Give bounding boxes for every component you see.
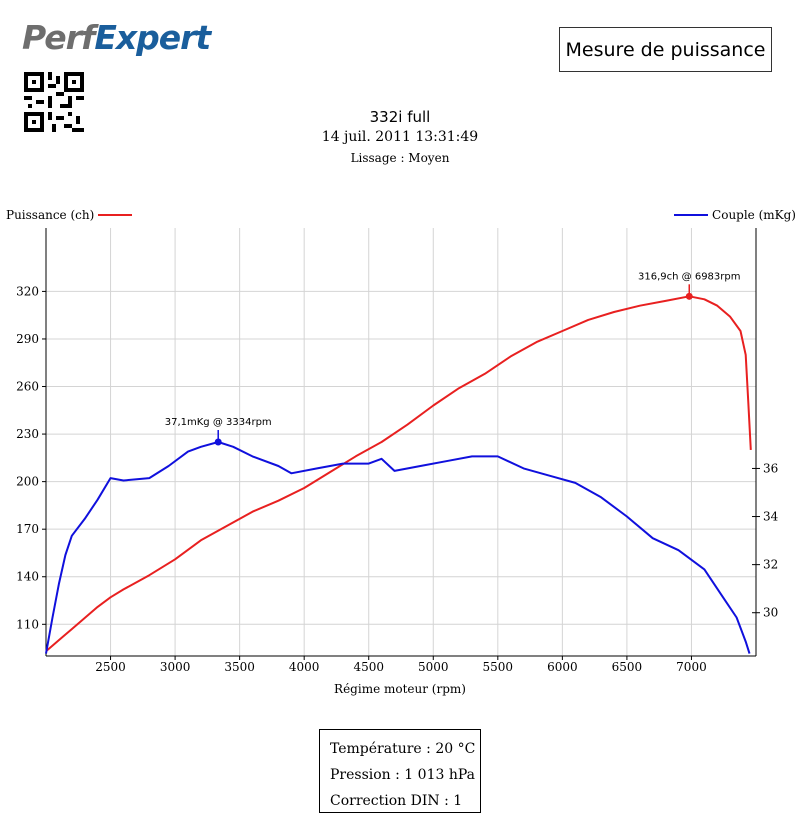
y-right-tick-label: 32	[763, 558, 778, 572]
measure-type-label: Mesure de puissance	[565, 38, 766, 61]
y-left-tick-label: 110	[16, 617, 39, 631]
y-right-tick-label: 30	[763, 606, 778, 620]
x-tick-label: 7000	[676, 660, 707, 674]
y-right-tick-label: 36	[763, 461, 778, 475]
run-title: 332i full	[369, 108, 431, 126]
y-left-tick-label: 230	[16, 427, 39, 441]
peak-marker-dot	[214, 438, 222, 446]
peak-marker-dot	[685, 292, 693, 300]
y-left-tick-label: 260	[16, 380, 39, 394]
correction-text: Correction DIN : 1	[330, 793, 463, 809]
y-left-tick-label: 200	[16, 475, 39, 489]
legend-torque: Couple (mKg)	[670, 208, 796, 222]
legend-power-label: Puissance (ch)	[6, 208, 95, 222]
perfexpert-logo: PerfExpert	[22, 18, 211, 57]
x-tick-label: 5000	[418, 660, 449, 674]
grid	[46, 228, 756, 656]
y-right-tick-label: 34	[763, 510, 779, 524]
x-tick-label: 2500	[95, 660, 126, 674]
x-tick-label: 5500	[483, 660, 514, 674]
legend-torque-swatch	[674, 214, 709, 216]
x-tick-label: 6500	[612, 660, 643, 674]
logo-part-expert: Expert	[94, 18, 211, 57]
temperature-text: Température : 20 °C	[330, 741, 476, 757]
qr-code-icon	[24, 72, 84, 132]
legend-torque-label: Couple (mKg)	[712, 208, 796, 222]
y-left-tick-label: 320	[16, 284, 39, 298]
axes: 2500 3000 3500 4000 4500 5000 5500 6000 6500 7000…	[16, 228, 779, 674]
x-axis-label: Régime moteur (rpm)	[334, 682, 466, 696]
series	[45, 295, 752, 654]
torque-curve	[45, 441, 751, 654]
measure-type-box: Mesure de puissance	[559, 27, 772, 72]
legend-power: Puissance (ch)	[6, 208, 136, 222]
x-tick-label: 3500	[224, 660, 255, 674]
run-date: 14 juil. 2011 13:31:49	[321, 129, 479, 145]
pressure-text: Pression : 1 013 hPa	[330, 767, 475, 783]
x-tick-label: 4000	[289, 660, 320, 674]
conditions-box: Température : 20 °C Pression : 1 013 hPa…	[319, 729, 481, 813]
x-tick-label: 6000	[547, 660, 578, 674]
x-tick-label: 4500	[353, 660, 384, 674]
smoothing-label: Lissage : Moyen	[350, 151, 450, 165]
x-tick-label: 3000	[160, 660, 191, 674]
y-left-tick-label: 290	[16, 332, 39, 346]
y-left-tick-label: 170	[16, 522, 39, 536]
power-curve	[45, 295, 752, 652]
y-left-tick-label: 140	[16, 570, 39, 584]
peak-label: 316,9ch @ 6983rpm	[638, 271, 740, 282]
peak-label: 37,1mKg @ 3334rpm	[165, 417, 272, 428]
annotations: 316,9ch @ 6983rpm 37,1mKg @ 3334rpm	[165, 271, 741, 446]
legend-power-swatch	[98, 214, 133, 216]
logo-part-perf: Perf	[22, 18, 95, 57]
